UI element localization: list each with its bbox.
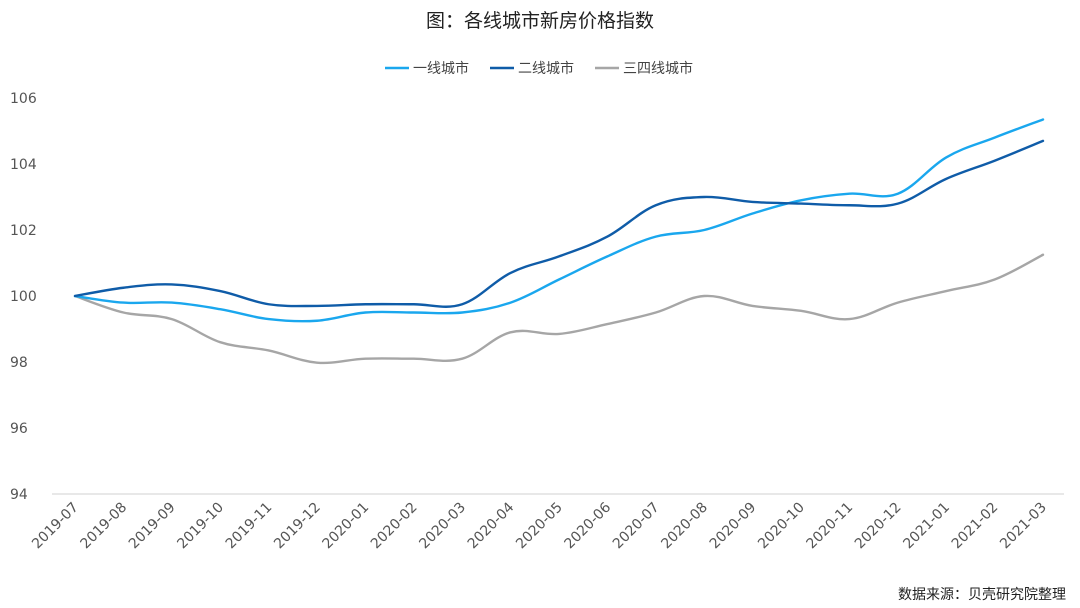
x-tick-label: 2020-05 xyxy=(513,500,566,553)
x-tick-label: 2019-07 xyxy=(29,500,82,553)
x-tick-label: 2019-09 xyxy=(126,500,179,553)
x-tick-label: 2020-01 xyxy=(320,500,373,553)
series-line-1 xyxy=(73,118,1045,323)
y-tick-label: 100 xyxy=(10,289,37,305)
y-tick-label: 98 xyxy=(10,355,28,371)
x-tick-label: 2020-08 xyxy=(658,500,711,553)
x-tick-label: 2019-10 xyxy=(174,500,227,553)
legend-label-1: 一线城市 xyxy=(413,60,469,77)
legend-label-2: 二线城市 xyxy=(518,60,574,77)
series-line-2 xyxy=(73,139,1045,308)
x-tick-label: 2019-11 xyxy=(223,500,276,553)
x-tick-label: 2021-02 xyxy=(949,500,1002,553)
y-tick-label: 96 xyxy=(10,421,28,437)
x-tick-label: 2020-03 xyxy=(416,500,469,553)
y-tick-label: 104 xyxy=(10,157,37,173)
x-tick-label: 2020-02 xyxy=(368,500,421,553)
series-line-3 xyxy=(73,253,1045,365)
x-tick-label: 2020-10 xyxy=(755,500,808,553)
y-tick-label: 106 xyxy=(10,91,37,107)
x-tick-label: 2019-12 xyxy=(271,500,324,553)
chart-title: 图：各线城市新房价格指数 xyxy=(425,10,654,32)
x-tick-label: 2020-12 xyxy=(852,500,905,553)
x-tick-label: 2020-04 xyxy=(465,499,518,552)
x-tick-label: 2020-11 xyxy=(804,500,857,553)
y-tick-label: 94 xyxy=(10,487,28,503)
x-tick-label: 2021-01 xyxy=(900,500,953,553)
x-tick-label: 2020-09 xyxy=(707,500,760,553)
x-tick-label: 2020-06 xyxy=(562,499,615,552)
x-tick-label: 2021-03 xyxy=(997,500,1050,553)
legend-label-3: 三四线城市 xyxy=(623,60,693,77)
x-tick-label: 2019-08 xyxy=(78,500,131,553)
y-tick-label: 102 xyxy=(10,223,37,239)
source-note: 数据来源：贝壳研究院整理 xyxy=(898,587,1066,603)
x-tick-label: 2020-07 xyxy=(610,500,663,553)
